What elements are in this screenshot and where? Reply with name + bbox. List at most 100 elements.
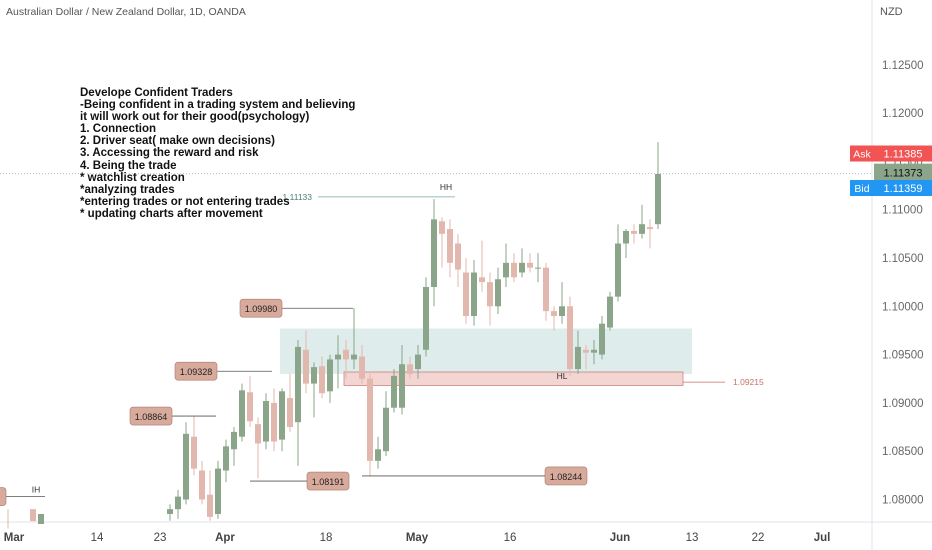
x-tick-label: 22	[752, 532, 765, 544]
candle-body	[287, 398, 293, 428]
candle-body	[231, 431, 237, 450]
candle-body	[559, 306, 565, 316]
candle-body	[335, 354, 341, 360]
y-tick-label: 1.11000	[882, 205, 923, 217]
ask-value: 1.11385	[884, 149, 923, 161]
candle-body	[223, 446, 229, 471]
candle-body	[543, 267, 549, 312]
note-line: * updating charts after movement	[80, 207, 263, 220]
candle-body	[207, 494, 213, 517]
x-tick-label: Mar	[4, 532, 25, 544]
candle-body	[463, 272, 469, 316]
candle-body	[583, 349, 589, 353]
price-unit: NZD	[880, 6, 903, 18]
level-line-label: 1.11133	[283, 192, 313, 202]
candle-body	[359, 356, 365, 379]
y-tick-label: 1.10500	[882, 253, 924, 265]
candle-body	[527, 262, 533, 268]
y-tick-label: 1.09500	[882, 350, 924, 362]
x-tick-label: Jul	[814, 532, 831, 544]
swing-marker-label: IH	[32, 485, 41, 495]
level-box-label: 1.08244	[550, 472, 583, 482]
candle-body	[431, 219, 437, 287]
candle-body	[343, 349, 349, 360]
candle-body	[311, 367, 317, 384]
bid-label: Bid	[854, 183, 869, 195]
level-box-label: 1.08864	[135, 412, 168, 422]
ask-label: Ask	[853, 149, 871, 161]
note-line: * watchlist creation	[80, 171, 185, 184]
candle-body	[575, 346, 581, 370]
candle-body	[631, 230, 637, 234]
level-box	[174, 361, 218, 381]
last-price-value: 1.11373	[884, 168, 923, 180]
candle-body	[327, 359, 333, 392]
note-line: 4. Being the trade	[80, 159, 177, 172]
y-tick-label: 1.10000	[882, 301, 924, 313]
candle-body	[167, 509, 173, 514]
candle-body	[615, 243, 621, 297]
candle-body	[255, 424, 261, 444]
candle-body	[319, 366, 325, 394]
candle-body	[399, 364, 405, 408]
candle-body	[447, 229, 453, 263]
x-tick-label: 18	[320, 532, 333, 544]
candle-body	[535, 267, 541, 269]
level-box-label: 1.09980	[245, 304, 278, 314]
candle-body	[567, 306, 573, 370]
x-tick-label: May	[406, 532, 429, 544]
level-line-label: 1.09215	[733, 377, 764, 387]
level-box	[239, 298, 283, 318]
note-line: -Being confident in a trading system and…	[80, 99, 356, 112]
candle-body	[351, 354, 357, 360]
candle-body	[503, 262, 509, 278]
symbol-title: Australian Dollar / New Zealand Dollar, …	[6, 6, 246, 18]
candle-body	[239, 390, 245, 437]
note-line: Develope Confident Traders	[80, 87, 233, 99]
candle-body	[495, 279, 501, 307]
candle-body	[383, 407, 389, 452]
candle-body	[655, 173, 661, 225]
candle-body	[519, 262, 525, 273]
candle-body	[639, 224, 645, 234]
candle-body	[175, 496, 181, 510]
x-tick-label: Jun	[610, 532, 630, 544]
level-box-label: 1.09328	[180, 367, 213, 377]
candle-body	[591, 349, 597, 353]
candle-body	[271, 402, 277, 442]
candle-body	[607, 296, 613, 328]
swing-marker-label: HH	[440, 182, 452, 192]
candle-body	[623, 230, 629, 244]
candle-body	[263, 400, 269, 442]
demand-zone	[280, 328, 692, 374]
y-tick-label: 1.09000	[882, 398, 924, 410]
candle-body	[183, 433, 189, 500]
bid-tag	[850, 180, 874, 197]
bid-value: 1.11359	[884, 183, 923, 195]
swing-marker-label: HL	[557, 371, 568, 381]
x-tick-label: 23	[154, 532, 167, 544]
candle-body	[647, 227, 653, 230]
x-tick-label: 13	[686, 532, 699, 544]
candle-body	[423, 286, 429, 350]
note-line: *analyzing trades	[80, 183, 175, 196]
note-line: it will work out for their good(psycholo…	[80, 111, 310, 124]
candle-body	[279, 391, 285, 440]
y-tick-label: 1.08000	[882, 495, 924, 507]
y-tick-label: 1.08500	[882, 446, 924, 458]
candle-body	[199, 470, 205, 500]
x-tick-label: 16	[504, 532, 517, 544]
candle-body	[599, 323, 605, 355]
candle-body	[391, 375, 397, 408]
candle-body	[38, 513, 44, 524]
candle-body	[511, 262, 517, 278]
candle-body	[191, 436, 197, 469]
candle-body	[487, 282, 493, 307]
candle-body	[375, 449, 381, 461]
candle-body	[215, 468, 221, 514]
candle-body	[303, 349, 309, 384]
x-tick-label: Apr	[215, 532, 235, 544]
candle-body	[247, 392, 253, 422]
